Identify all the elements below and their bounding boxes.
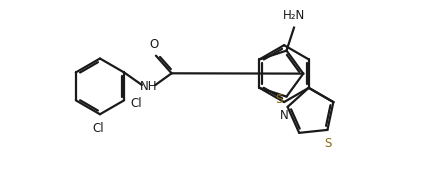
Text: Cl: Cl	[92, 122, 104, 135]
Text: H₂N: H₂N	[283, 9, 305, 22]
Text: Cl: Cl	[131, 97, 142, 110]
Text: NH: NH	[140, 80, 157, 93]
Text: O: O	[150, 38, 159, 51]
Text: N: N	[280, 109, 288, 122]
Text: S: S	[275, 93, 282, 106]
Text: S: S	[324, 137, 331, 150]
